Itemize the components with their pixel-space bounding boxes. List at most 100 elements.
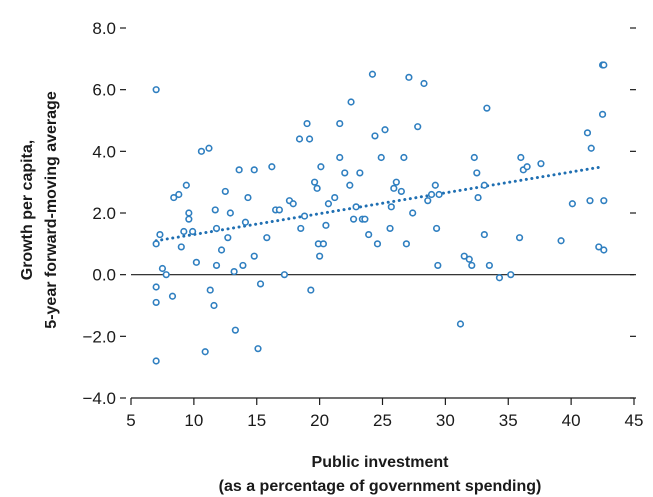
data-point bbox=[507, 271, 515, 279]
data-point bbox=[427, 190, 436, 199]
data-point bbox=[361, 215, 369, 223]
data-point bbox=[381, 126, 389, 134]
data-point bbox=[158, 264, 167, 273]
data-point bbox=[600, 197, 608, 205]
data-point bbox=[470, 153, 478, 162]
data-point bbox=[297, 224, 305, 233]
data-point bbox=[300, 212, 309, 220]
data-point bbox=[206, 286, 214, 294]
data-point bbox=[217, 246, 226, 254]
data-point bbox=[241, 218, 250, 226]
data-point bbox=[175, 190, 183, 199]
y-tick-label: −2.0 bbox=[82, 327, 116, 346]
data-point bbox=[377, 153, 385, 162]
data-point bbox=[557, 237, 565, 245]
data-point bbox=[275, 206, 283, 214]
data-point bbox=[468, 261, 476, 270]
data-point bbox=[386, 224, 394, 233]
data-point bbox=[268, 163, 276, 171]
data-point bbox=[322, 221, 330, 229]
data-point bbox=[397, 187, 405, 196]
data-point bbox=[349, 215, 358, 223]
x-tick-label: 25 bbox=[373, 411, 392, 430]
data-point bbox=[460, 252, 468, 260]
data-point bbox=[537, 160, 545, 168]
y-tick-label: 8.0 bbox=[92, 19, 116, 38]
data-point bbox=[324, 200, 333, 208]
data-point bbox=[289, 200, 297, 208]
data-point bbox=[303, 119, 311, 128]
data-point bbox=[356, 169, 364, 177]
data-point bbox=[387, 203, 395, 211]
data-point bbox=[392, 178, 400, 186]
data-point bbox=[517, 153, 525, 162]
data-point bbox=[368, 70, 377, 78]
x-tick-label: 35 bbox=[499, 411, 518, 430]
data-point bbox=[405, 73, 413, 81]
data-point bbox=[280, 271, 289, 279]
x-tick-label: 45 bbox=[625, 411, 644, 430]
x-axis-title-line1: Public investment bbox=[312, 454, 450, 471]
data-point bbox=[205, 144, 213, 152]
y-tick-label: −4.0 bbox=[82, 389, 116, 408]
data-point bbox=[152, 283, 160, 291]
data-point bbox=[568, 200, 576, 208]
data-point bbox=[254, 345, 262, 353]
axes-group: 5 10 15 20 25 30 35 40 45 −4.0 −2.0 0.0 2.0 4.0 6.0 8.0 bbox=[82, 19, 643, 430]
data-point bbox=[586, 197, 594, 205]
data-point bbox=[211, 206, 219, 214]
x-tick-label: 5 bbox=[126, 411, 135, 430]
data-point bbox=[583, 129, 592, 137]
data-point bbox=[435, 190, 443, 199]
data-point bbox=[331, 193, 339, 202]
data-point bbox=[224, 234, 232, 242]
data-point bbox=[250, 252, 258, 260]
data-point bbox=[162, 271, 170, 279]
x-axis-title-line2: (as a percentage of government spending) bbox=[219, 478, 542, 495]
y-axis-title-line1: Growth per capita, bbox=[19, 140, 36, 280]
data-point bbox=[226, 209, 234, 217]
data-point bbox=[523, 163, 531, 171]
y-tick-label: 2.0 bbox=[92, 204, 116, 223]
data-point bbox=[310, 178, 319, 186]
trendline-group bbox=[154, 165, 605, 243]
data-point bbox=[400, 153, 408, 162]
data-point bbox=[295, 135, 304, 143]
data-point bbox=[168, 292, 177, 300]
data-point bbox=[152, 86, 160, 94]
data-point bbox=[480, 230, 488, 239]
data-point bbox=[483, 104, 491, 112]
data-point bbox=[305, 135, 314, 143]
data-point bbox=[409, 209, 417, 217]
data-point bbox=[185, 209, 193, 217]
data-point bbox=[480, 181, 488, 189]
data-point bbox=[431, 181, 439, 189]
data-point bbox=[456, 320, 465, 328]
data-point bbox=[317, 163, 325, 171]
data-point bbox=[231, 326, 239, 334]
data-point bbox=[319, 240, 327, 248]
data-point bbox=[230, 267, 238, 276]
data-point bbox=[365, 230, 373, 239]
data-point bbox=[402, 240, 410, 248]
data-point bbox=[600, 61, 608, 69]
data-point bbox=[180, 227, 188, 236]
trendline bbox=[154, 165, 605, 243]
data-point bbox=[313, 184, 321, 192]
data-point bbox=[185, 215, 193, 223]
data-point bbox=[595, 243, 603, 251]
y-tick-label: 6.0 bbox=[92, 81, 116, 100]
data-point bbox=[210, 301, 218, 310]
axis-titles: Public investment (as a percentage of go… bbox=[19, 91, 541, 495]
data-point bbox=[600, 246, 608, 254]
x-tick-label: 40 bbox=[562, 411, 581, 430]
data-point bbox=[256, 280, 265, 288]
data-point bbox=[156, 230, 164, 239]
data-point bbox=[201, 348, 209, 356]
data-point bbox=[263, 234, 271, 242]
data-point bbox=[420, 79, 428, 88]
data-point bbox=[182, 181, 190, 189]
data-point bbox=[473, 169, 481, 177]
data-point bbox=[316, 252, 324, 260]
data-point bbox=[189, 227, 197, 236]
